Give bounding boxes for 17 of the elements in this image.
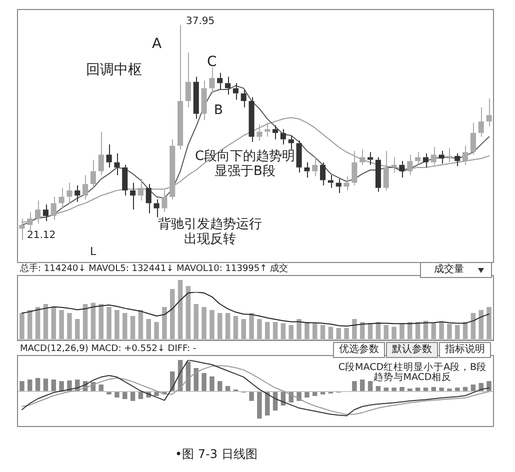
annotation: B <box>214 103 223 118</box>
annotation: 21.12 <box>27 230 56 241</box>
text: •图 7-3 日线图 <box>175 447 258 461</box>
annotation: C <box>207 54 217 70</box>
annotation: C段向下的趋势明显强于B段 <box>194 149 296 179</box>
annotation: A <box>152 36 162 52</box>
text: 总手: 114240↓ MAVOL5: 132441↓ MAVOL10: 113995↑ 成交 <box>20 264 288 274</box>
annotation: 37.95 <box>186 16 215 27</box>
annotation: 背驰引发趋势运行出现反转 <box>158 217 262 247</box>
text: 成交量 <box>434 264 464 275</box>
annotation: 回调中枢 <box>86 62 142 78</box>
text: 优选参数 <box>339 344 379 355</box>
text: 指标说明 <box>445 344 485 355</box>
text: 默认参数 <box>392 344 432 355</box>
annotation: C段MACD红柱明显小于A段，B段趋势与MACD相反 <box>338 362 487 383</box>
text: MACD(12,26,9) MACD: +0.552↓ DIFF: - <box>20 344 196 354</box>
text: L <box>90 245 96 258</box>
